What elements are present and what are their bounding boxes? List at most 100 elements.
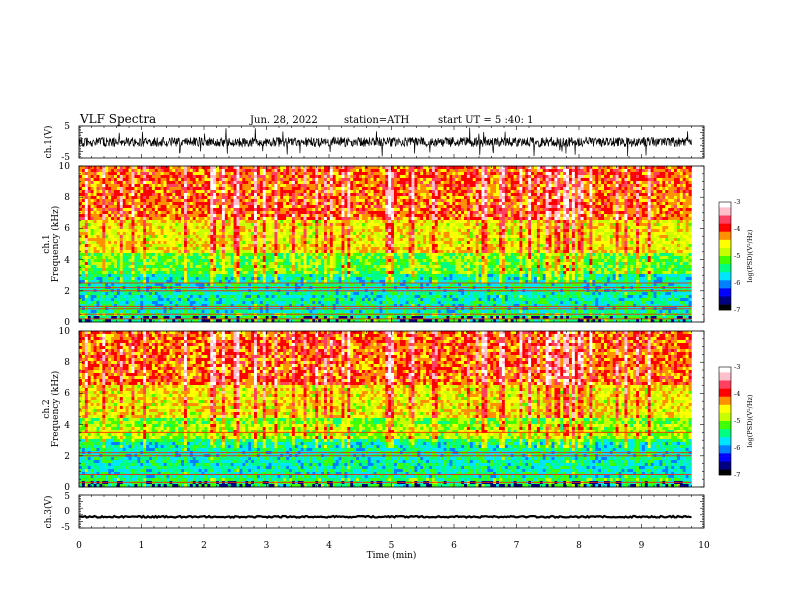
- spectrogram-cell: [458, 208, 462, 212]
- spectrogram-cell: [186, 202, 191, 206]
- spectrogram-cell: [105, 235, 109, 239]
- spectrogram-cell: [102, 178, 106, 182]
- spectrogram-cell: [513, 166, 517, 170]
- spectrogram-cell: [370, 223, 374, 227]
- spectrogram-cell: [388, 181, 392, 185]
- spectrogram-cell: [108, 199, 112, 203]
- spectrogram-cell: [175, 181, 179, 185]
- spectrogram-cell: [186, 217, 191, 221]
- spectrogram-cell: [601, 205, 605, 209]
- spectrogram-cell: [184, 166, 188, 170]
- spectrogram-cell: [434, 187, 438, 191]
- spectrogram-cell: [131, 232, 135, 236]
- spectrogram-cell: [259, 181, 263, 185]
- spectrogram-cell: [84, 229, 88, 233]
- spectrogram-cell: [347, 208, 351, 212]
- spectrogram-cell: [426, 214, 430, 218]
- spectrogram-cell: [580, 169, 584, 173]
- spectrogram-cell: [297, 169, 301, 173]
- spectrogram-cell: [612, 220, 616, 224]
- spectrogram-cell: [341, 178, 345, 182]
- spectrogram-cell: [647, 172, 651, 176]
- spectrogram-cell: [81, 178, 86, 182]
- spectrogram-cell: [300, 169, 304, 173]
- spectrogram-cell: [639, 232, 643, 236]
- spectrogram-cell: [379, 229, 383, 233]
- spectrogram-cell: [408, 169, 412, 173]
- spectrogram-cell: [414, 181, 418, 185]
- spectrogram-cell: [528, 226, 532, 230]
- spectrogram-cell: [303, 220, 307, 224]
- spectrogram-cell: [426, 232, 430, 236]
- spectrogram-cell: [449, 172, 453, 176]
- spectrogram-cell: [268, 178, 272, 182]
- spectrogram-cell: [501, 172, 506, 176]
- spectrogram-cell: [464, 205, 468, 209]
- spectrogram-cell: [192, 187, 196, 191]
- spectrogram-cell: [189, 214, 193, 218]
- spectrogram-cell: [344, 211, 348, 215]
- spectrogram-cell: [396, 220, 401, 224]
- spectrogram-cell: [364, 199, 368, 203]
- spectrogram-cell: [181, 211, 185, 215]
- spectrogram-cell: [265, 208, 269, 212]
- spectrogram-cell: [668, 208, 672, 212]
- spectrogram-cell: [195, 214, 199, 218]
- spectrogram-cell: [571, 223, 576, 227]
- spectrogram-cell: [134, 199, 138, 203]
- spectrogram-cell: [402, 214, 406, 218]
- spectrogram-cell: [140, 223, 144, 227]
- spectrogram-cell: [464, 211, 468, 215]
- spectrogram-cell: [604, 199, 608, 203]
- spectrogram-cell: [175, 202, 179, 206]
- spectrogram-cell: [501, 196, 506, 200]
- spectrogram-cell: [379, 166, 383, 170]
- spectrogram-cell: [265, 202, 269, 206]
- spectrogram-cell: [606, 208, 611, 212]
- spectrogram-cell: [128, 172, 132, 176]
- spectrogram-cell: [326, 226, 331, 230]
- spectrogram-cell: [189, 196, 193, 200]
- spectrogram-cell: [178, 223, 182, 227]
- spectrogram-cell: [569, 214, 573, 218]
- spectrogram-cell: [408, 214, 412, 218]
- spectrogram-cell: [283, 211, 287, 215]
- spectrogram-cell: [417, 172, 421, 176]
- spectrogram-cell: [525, 166, 529, 170]
- spectrogram-cell: [437, 205, 441, 209]
- spectrogram-cell: [580, 190, 584, 194]
- spectrogram-cell: [300, 226, 304, 230]
- spectrogram-cell: [650, 178, 654, 182]
- spectrogram-cell: [434, 208, 438, 212]
- spectrogram-cell: [676, 196, 681, 200]
- spectrogram-cell: [201, 211, 205, 215]
- spectrogram-cell: [189, 208, 193, 212]
- spectrogram-cell: [464, 226, 468, 230]
- spectrogram-cell: [184, 184, 188, 188]
- spectrogram-cell: [181, 190, 185, 194]
- spectrogram-cell: [157, 229, 161, 233]
- spectrogram-cell: [163, 199, 167, 203]
- spectrogram-cell: [236, 223, 240, 227]
- spectrogram-cell: [458, 217, 462, 221]
- spectrogram-cell: [630, 196, 634, 200]
- spectrogram-cell: [376, 226, 380, 230]
- spectrogram-cell: [175, 211, 179, 215]
- spectrogram-cell: [577, 199, 581, 203]
- spectrogram-cell: [338, 193, 342, 197]
- spectrogram-cell: [493, 193, 497, 197]
- spectrogram-cell: [186, 223, 191, 227]
- spectrogram-cell: [507, 193, 511, 197]
- spectrogram-cell: [116, 172, 121, 176]
- spectrogram-cell: [688, 214, 692, 218]
- spectrogram-cell: [175, 223, 179, 227]
- spectrogram-cell: [536, 172, 541, 176]
- spectrogram-cell: [525, 184, 529, 188]
- spectrogram-cell: [560, 178, 564, 182]
- spectrogram-cell: [271, 196, 275, 200]
- spectrogram-cell: [636, 211, 640, 215]
- spectrogram-cell: [484, 229, 488, 233]
- spectrogram-cell: [157, 181, 161, 185]
- spectrogram-cell: [542, 187, 546, 191]
- spectrogram-cell: [554, 208, 558, 212]
